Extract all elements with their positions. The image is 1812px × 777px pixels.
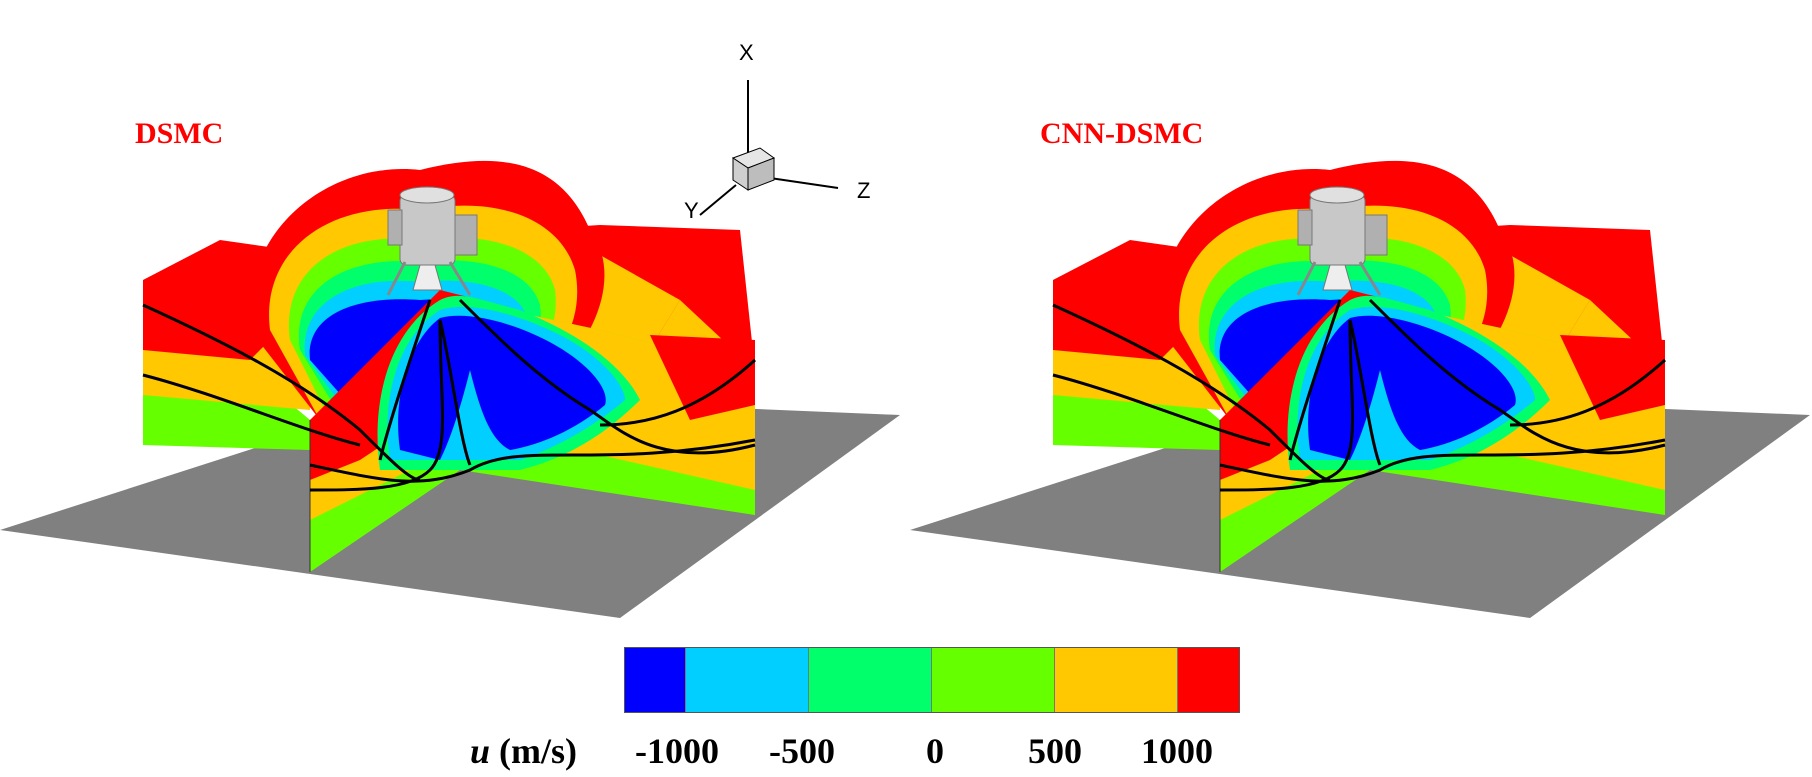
colorbar-segment xyxy=(809,648,932,712)
colorbar-unit: (m/s) xyxy=(499,731,578,771)
axis-triad xyxy=(699,80,839,216)
colorbar-segment xyxy=(625,648,687,712)
axis-cube xyxy=(731,147,776,191)
panel-cnn-dsmc-scene xyxy=(908,159,1812,620)
colorbar xyxy=(624,647,1240,713)
colorbar-tick: 0 xyxy=(926,731,944,771)
panel-title-cnn-dsmc: CNN-DSMC xyxy=(1040,117,1204,150)
colorbar-tick: -1000 xyxy=(635,731,719,771)
colorbar-segment xyxy=(686,648,810,712)
colorbar-label: u (m/s) xyxy=(470,730,577,772)
colorbar-tick: 500 xyxy=(1028,731,1082,771)
colorbar-variable: u xyxy=(470,731,491,771)
panel-dsmc-scene xyxy=(0,159,902,620)
colorbar-segment xyxy=(1177,648,1239,712)
axis-label-z: Z xyxy=(857,178,871,203)
axis-label-y: Y xyxy=(684,198,699,223)
colorbar-segment xyxy=(931,648,1055,712)
colorbar-tick: 1000 xyxy=(1141,731,1213,771)
axis-label-x: X xyxy=(739,40,754,65)
colorbar-segment xyxy=(1054,648,1178,712)
colorbar-tick: -500 xyxy=(769,731,835,771)
panel-title-dsmc: DSMC xyxy=(135,117,224,150)
